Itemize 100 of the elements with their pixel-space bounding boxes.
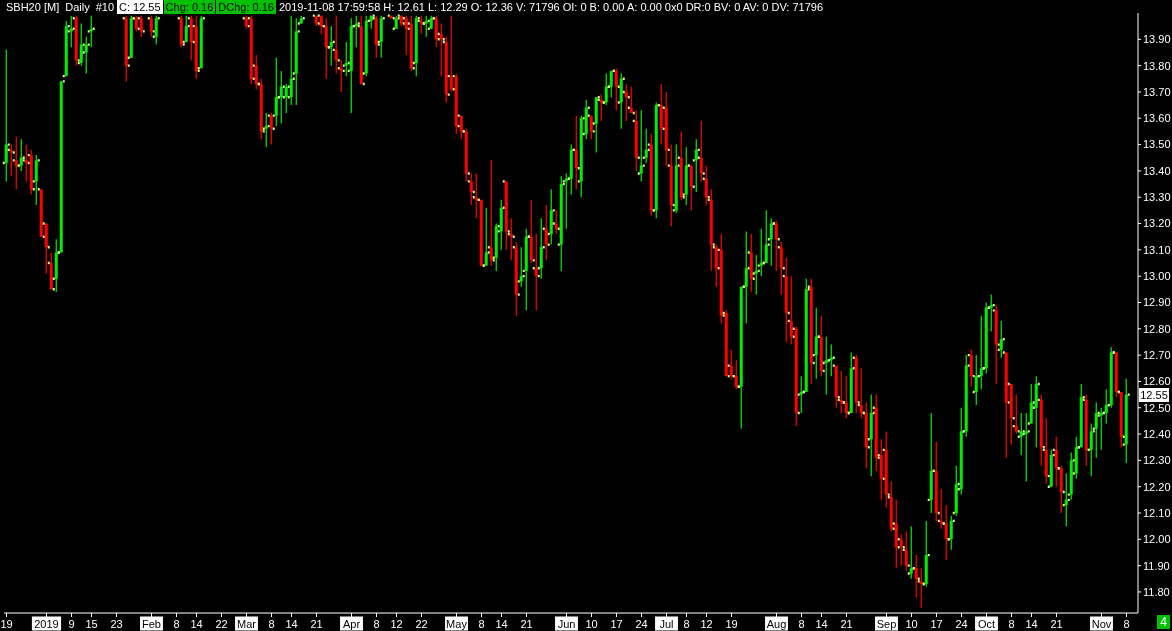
candlestick [264,112,268,148]
candlestick [44,222,48,275]
candlestick [79,22,83,67]
x-tick-label: 17 [610,618,623,630]
candlestick [894,499,898,569]
annotation: 2019-11-08 17:59:58 H: 12.61 L: 12.29 O: 12.36 V: 71796 OI: 0 B: 0.00 A: 0.00 0x0 DR:0 BV: 0 AV: 0 DV: 71796 [278,0,824,14]
candlestick [489,159,493,267]
candlestick [759,228,763,277]
candlestick [269,112,273,146]
x-tick-label: 24 [635,618,648,630]
candlestick [1059,465,1063,514]
x-tick-label: 21 [520,618,533,630]
x-tick-label: 8 [1008,618,1015,630]
candlestick [969,349,973,388]
candlestick [659,83,663,146]
candlestick [499,199,503,251]
y-tick-label: 12.80 [1143,322,1171,335]
x-tick-label: 12 [390,618,403,630]
candlestick [339,59,343,93]
x-tick-label: 14 [285,618,298,630]
y-tick-label: 12.00 [1143,533,1171,546]
candlestick [139,15,143,38]
y-tick-label: 12.60 [1143,375,1171,388]
candlestick [344,41,348,77]
x-tick-label: 10 [905,618,918,630]
y-tick-label: 12.70 [1143,349,1171,362]
candlestick [189,15,193,61]
candlestick [544,204,548,261]
candlestick [154,15,158,46]
candlestick [1024,412,1028,483]
y-tick-label: 13.50 [1143,138,1171,151]
candlestick [149,15,153,38]
y-tick-label: 13.90 [1143,33,1171,46]
x-tick-label: 14 [1025,618,1038,630]
x-tick-label: 22 [415,618,428,630]
x-tick-label: 21 [840,618,853,630]
candlestick [609,70,613,98]
candlestick [944,504,948,561]
candlestick [379,15,383,59]
y-tick-label: 12.50 [1143,401,1171,414]
candlestick [1099,407,1103,451]
candlestick [1029,383,1033,425]
annotation: C: 12.55 [117,0,163,14]
candlestick [1094,401,1098,459]
x-tick-label: Jul [659,618,674,630]
x-tick-label: 8 [1123,618,1130,630]
candlestick [704,165,708,206]
candlestick [419,15,423,35]
candlestick [919,567,923,609]
candlestick [989,293,993,333]
x-tick-label: 19 [725,618,738,630]
x-tick-label: May [446,618,468,630]
x-tick-label: 24 [955,618,968,630]
candlestick [539,217,543,280]
x-tick-label: Aug [766,618,787,630]
x-tick-label: 23 [110,618,123,630]
x-tick-label: 9 [68,618,75,630]
x-tick-label: 8 [798,618,805,630]
y-tick-label: 11.90 [1143,559,1170,572]
x-tick-label: 8 [478,618,485,630]
candlestick [744,230,748,325]
candlestick [939,488,943,530]
candlestick [799,375,803,414]
x-tick-label: 12 [700,618,713,630]
x-tick-label: 15 [85,618,98,630]
x-tick-label: Jun [557,618,576,630]
x-tick-label: 21 [1050,618,1063,630]
y-tick-label: 12.40 [1143,427,1171,440]
candlestick [1054,436,1058,488]
x-tick-label: 21 [310,618,323,630]
x-tick-label: 8 [373,618,380,630]
candlestick [774,220,778,272]
annotation: #10 [95,0,114,14]
y-tick-label: 13.80 [1143,59,1171,72]
x-tick-label: 8 [683,618,690,630]
candlestick [549,188,553,246]
x-tick-label: 22 [215,618,228,630]
candlestick [324,17,328,80]
candlestick [714,243,718,288]
candlestick [484,207,488,267]
y-tick-label: 12.90 [1143,296,1171,309]
x-tick-label: 10 [585,618,598,630]
candlestick [949,515,953,551]
y-tick-label: 12.20 [1143,480,1171,493]
x-tick-label: 8 [268,618,275,630]
chart-subtitle: Daily [65,0,90,14]
candlestick [699,120,703,183]
x-tick-label: Apr [342,618,361,630]
candlestick [1034,375,1038,448]
annotation: DChg: 0.16 [216,0,276,14]
x-tick-label: 17 [930,618,943,630]
candlestick [1089,422,1093,477]
candlestick [574,115,578,190]
candlestick [289,15,293,106]
x-tick-label: 2019 [34,618,59,630]
chart-title: SBH20 [M] [6,0,60,14]
annotation: 12.55 [1139,387,1169,402]
x-tick-label: Sep [876,618,897,630]
candlestick [529,199,533,264]
candlestick [879,438,883,501]
